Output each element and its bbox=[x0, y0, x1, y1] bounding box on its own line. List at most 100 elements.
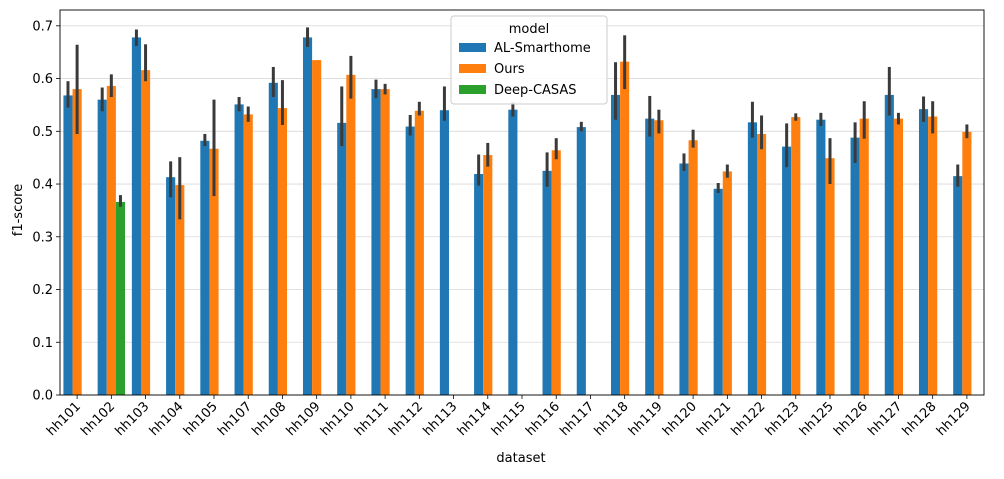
bar bbox=[551, 150, 561, 395]
y-tick-label: 0.0 bbox=[32, 389, 53, 404]
bar bbox=[928, 116, 938, 396]
bar bbox=[268, 82, 278, 395]
bar bbox=[850, 137, 860, 396]
bar bbox=[140, 70, 151, 395]
bar bbox=[610, 94, 621, 396]
bar bbox=[918, 109, 929, 395]
legend-box bbox=[450, 15, 608, 105]
bar bbox=[115, 201, 126, 395]
legend-label: Deep-CASAS bbox=[494, 83, 577, 98]
bar bbox=[243, 114, 253, 396]
bar bbox=[234, 104, 244, 395]
bar bbox=[884, 94, 894, 396]
x-tick-label: hh115 bbox=[489, 399, 529, 439]
x-axis-label: dataset bbox=[496, 451, 545, 466]
bar bbox=[654, 120, 664, 396]
bar bbox=[131, 37, 141, 396]
bar bbox=[722, 171, 732, 395]
x-tick-label: hh127 bbox=[865, 399, 905, 439]
y-tick-label: 0.3 bbox=[32, 230, 53, 245]
x-tick-label: hh116 bbox=[523, 399, 563, 439]
x-tick-label: hh109 bbox=[284, 399, 324, 439]
x-tick-label: hh120 bbox=[660, 399, 700, 439]
bar bbox=[645, 118, 655, 396]
x-tick-label: hh113 bbox=[421, 399, 461, 439]
x-tick-label: hh129 bbox=[934, 399, 974, 439]
legend-swatch bbox=[459, 85, 486, 94]
bar bbox=[893, 118, 904, 396]
legend-swatch bbox=[459, 43, 486, 52]
bar bbox=[816, 119, 826, 395]
x-tick-label: hh103 bbox=[113, 399, 153, 439]
x-tick-label: hh107 bbox=[215, 399, 255, 439]
x-tick-label: hh104 bbox=[147, 399, 187, 439]
x-tick-label: hh118 bbox=[592, 399, 632, 439]
bar bbox=[346, 74, 356, 395]
legend: model AL-Smarthome Ours Deep-CASAS bbox=[450, 15, 608, 105]
y-axis-label: f1-score bbox=[11, 184, 26, 236]
bar bbox=[209, 148, 219, 395]
bar bbox=[337, 122, 347, 396]
bar bbox=[953, 176, 963, 395]
bar bbox=[474, 174, 484, 395]
bar bbox=[620, 61, 630, 395]
bar bbox=[859, 118, 869, 396]
plot-frame bbox=[59, 9, 985, 396]
bar bbox=[791, 117, 801, 395]
bar bbox=[483, 155, 493, 395]
bar bbox=[175, 185, 185, 395]
bar bbox=[576, 127, 586, 396]
x-tick-label: hh117 bbox=[557, 399, 597, 439]
x-tick-label: hh119 bbox=[626, 399, 666, 439]
x-tick-label: hh114 bbox=[455, 399, 495, 439]
x-tick-label: hh101 bbox=[44, 399, 84, 439]
x-tick-label: hh126 bbox=[831, 399, 871, 439]
bar bbox=[756, 133, 767, 395]
bar bbox=[542, 170, 552, 395]
bar bbox=[782, 146, 792, 395]
x-tick-label: hh112 bbox=[386, 399, 426, 439]
x-tick-label: hh121 bbox=[694, 399, 734, 439]
bar bbox=[72, 89, 82, 395]
y-tick-label: 0.1 bbox=[32, 336, 53, 351]
bar bbox=[371, 89, 381, 395]
bar bbox=[414, 110, 424, 395]
legend-label: Ours bbox=[494, 62, 525, 77]
legend-swatch bbox=[459, 64, 486, 73]
x-tick-label: hh108 bbox=[249, 399, 289, 439]
bar bbox=[679, 163, 689, 395]
bar bbox=[439, 110, 449, 396]
bar bbox=[63, 95, 73, 395]
bar bbox=[312, 60, 322, 395]
bar bbox=[508, 109, 518, 395]
bar bbox=[825, 158, 835, 395]
x-tick-label: hh111 bbox=[352, 399, 392, 439]
x-tick-label: hh105 bbox=[181, 399, 221, 439]
y-tick-label: 0.7 bbox=[32, 19, 53, 34]
bar bbox=[405, 126, 415, 395]
bar bbox=[166, 177, 176, 395]
x-tick-label: hh102 bbox=[78, 399, 118, 439]
bar bbox=[106, 85, 116, 396]
bar bbox=[97, 99, 107, 395]
bar bbox=[713, 188, 723, 395]
bars bbox=[63, 37, 972, 396]
x-tick-label: hh128 bbox=[900, 399, 940, 439]
y-tick-label: 0.6 bbox=[32, 72, 53, 87]
bar bbox=[380, 89, 390, 395]
y-tick-label: 0.2 bbox=[32, 283, 53, 298]
legend-label: AL-Smarthome bbox=[494, 41, 591, 56]
x-tick-label: hh122 bbox=[729, 399, 769, 439]
y-tick-label: 0.5 bbox=[32, 125, 53, 140]
bar bbox=[277, 108, 288, 396]
bar bbox=[688, 140, 698, 395]
y-tick-label: 0.4 bbox=[32, 178, 53, 193]
x-tick-label: hh123 bbox=[763, 399, 803, 439]
bar bbox=[302, 37, 313, 396]
bar bbox=[747, 122, 757, 395]
x-tick-label: hh110 bbox=[318, 399, 358, 439]
x-tick-label: hh125 bbox=[797, 399, 837, 439]
bar bbox=[962, 131, 972, 395]
